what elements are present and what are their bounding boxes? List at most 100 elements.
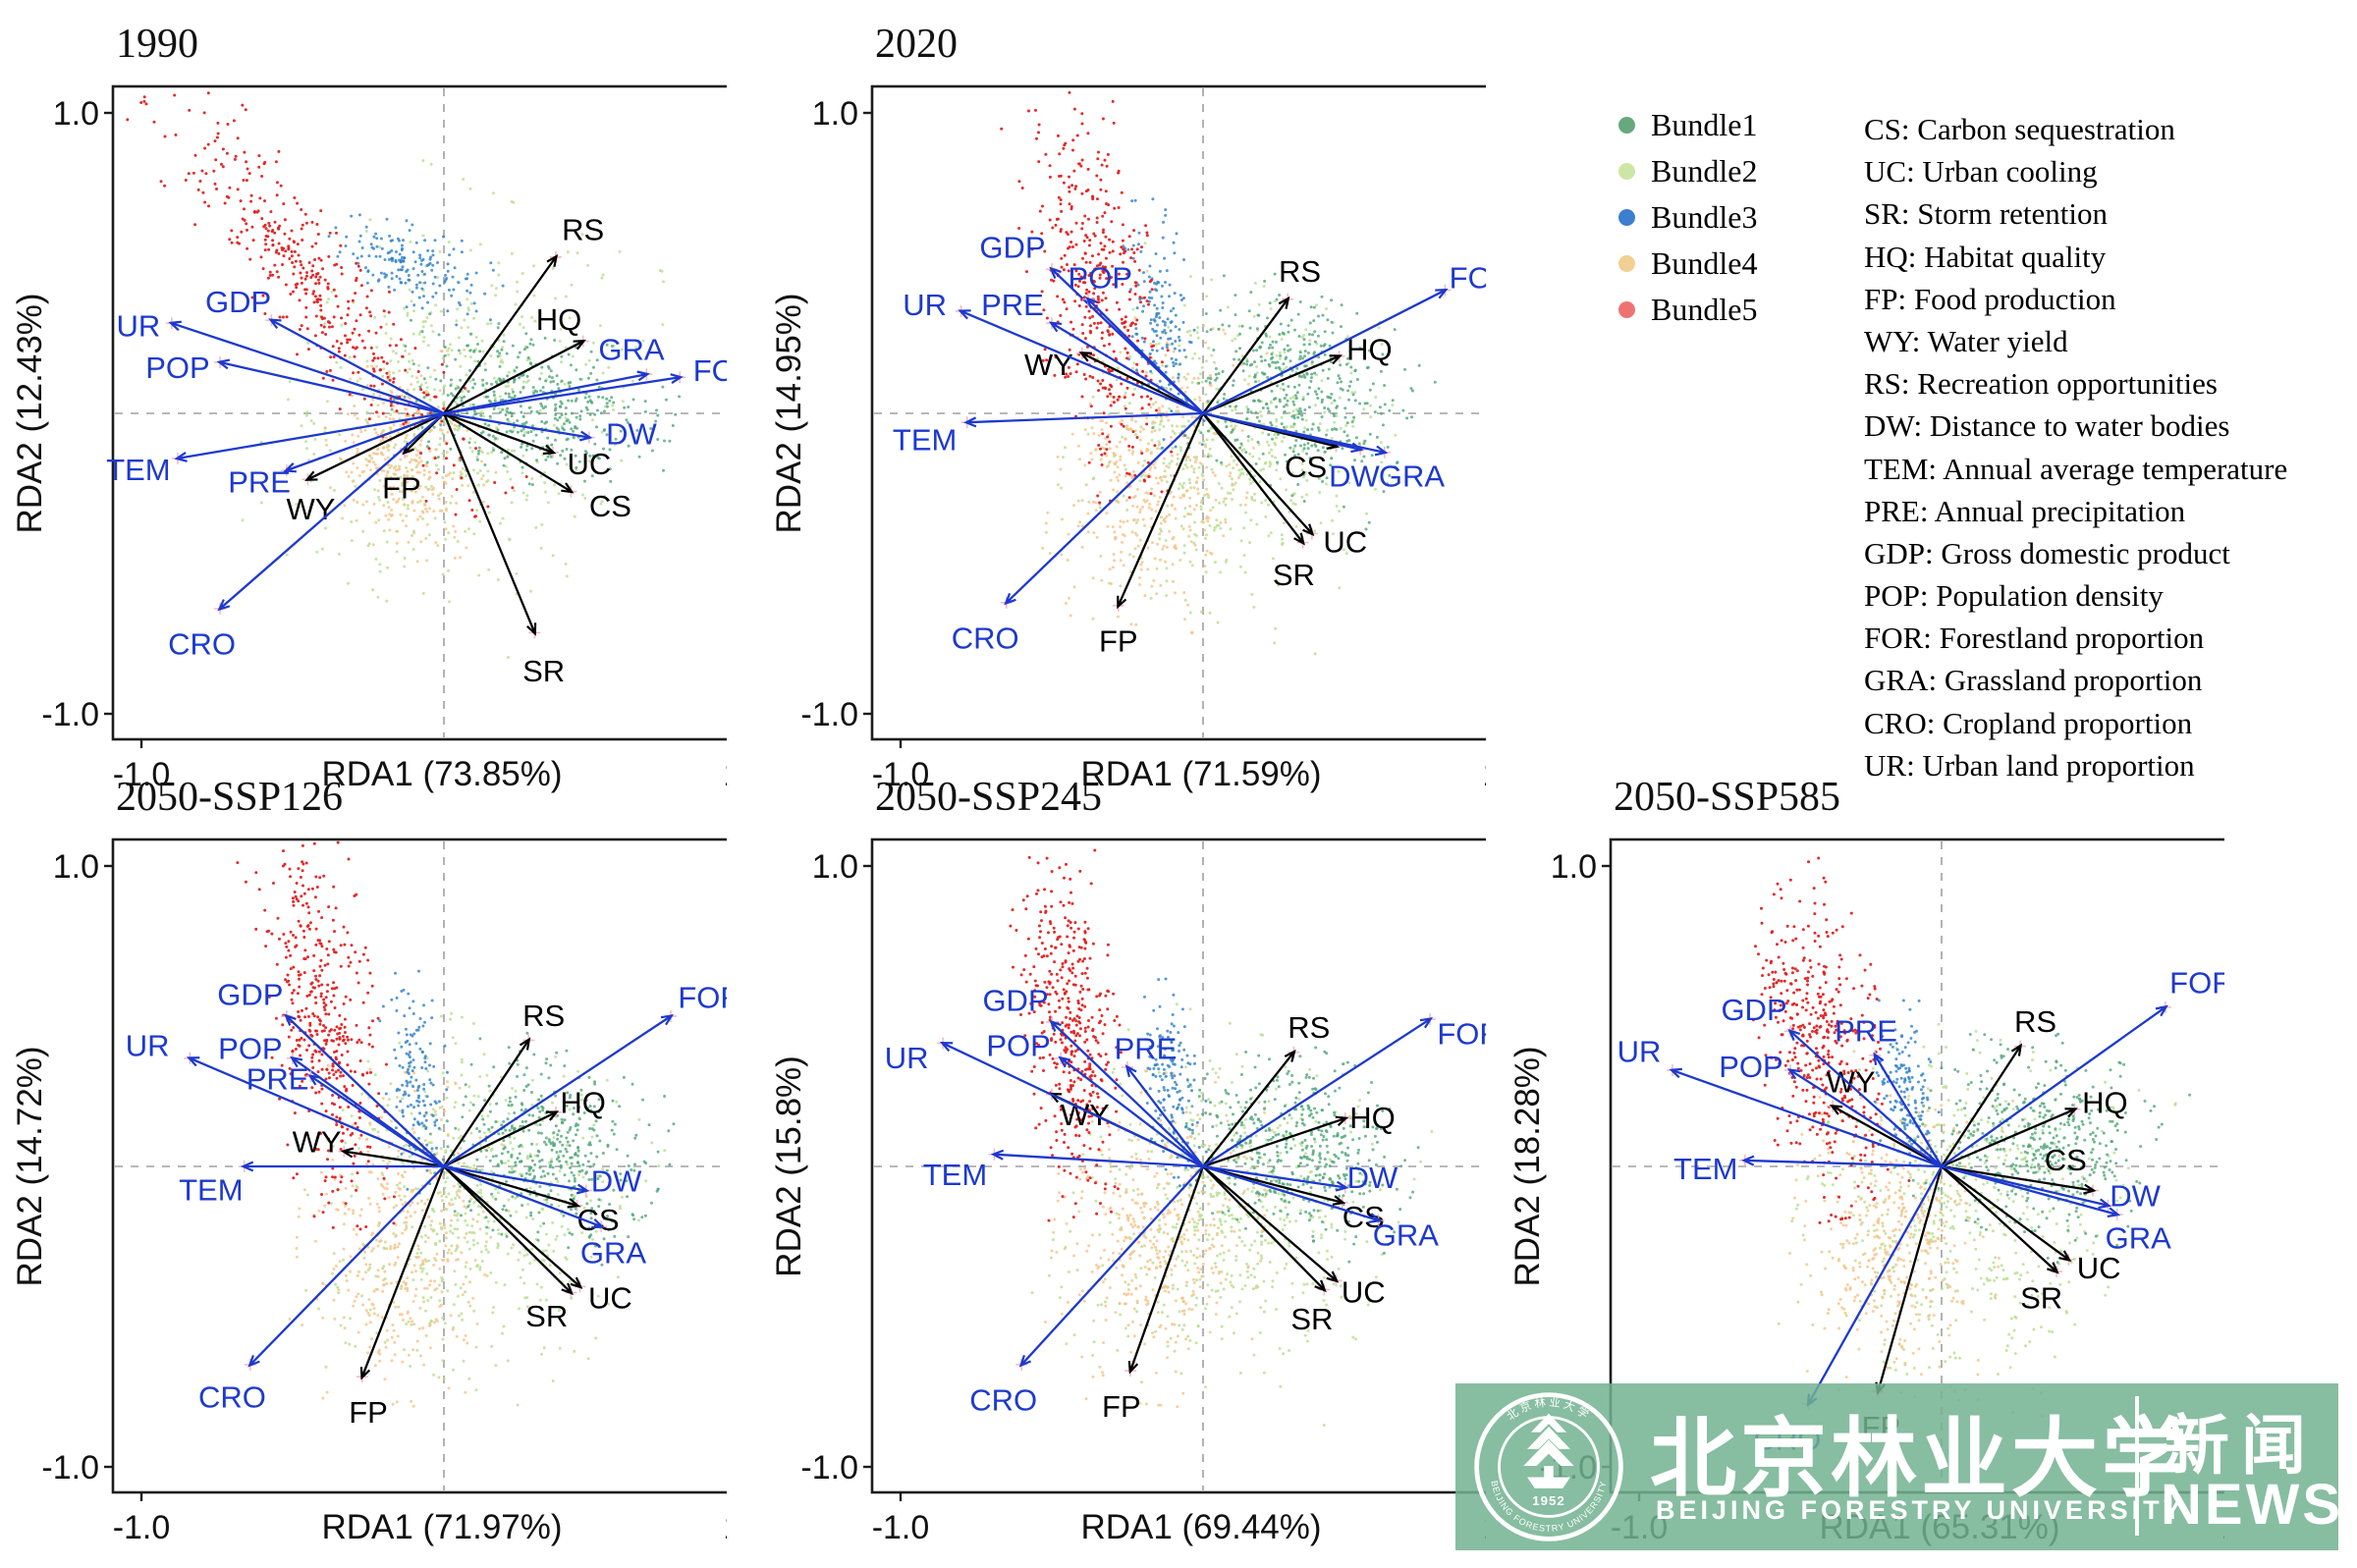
x-tick-neg: -1.0 (872, 756, 930, 793)
abbreviation-uc: UC: Urban cooling (1864, 154, 2098, 189)
arrow-label-TEM: TEM (893, 423, 957, 458)
arrow-SR (1941, 1165, 2059, 1274)
x-tick-neg: -1.0 (113, 756, 171, 793)
arrow-label-WY: WY (287, 492, 336, 526)
seal-outer-ring (1474, 1392, 1623, 1541)
arrow-CS (443, 1164, 581, 1209)
rda-panel-1990: 1990 RDA1 (73.85%) RDA2 (12.43%) 1.0 -1.0 -1.… (11, 22, 727, 793)
arrow-CS (443, 412, 575, 494)
arrow-label-TEM: TEM (923, 1158, 987, 1192)
arrow-CRO (217, 412, 445, 612)
arrow-FP (1875, 1165, 1944, 1396)
university-name-english: BEIJING FORESTRY UNIVERSITY (1656, 1495, 2185, 1525)
seal-year: 1952 (1532, 1493, 1564, 1508)
arrow-label-FOR: FOR (678, 981, 727, 1015)
arrow-label-RS: RS (1279, 254, 1321, 289)
environment-arrows: GDP UR POP PRE TEM CRO FOR DW GRA (885, 984, 1486, 1418)
arrow-label-GRA: GRA (580, 1236, 647, 1271)
arrow-UR (939, 1041, 1204, 1168)
y-tick-neg: -1.0 (41, 1449, 99, 1487)
legend-item-bundle3: Bundle3 (1618, 194, 1757, 241)
arrow-label-POP: POP (145, 351, 209, 385)
abbreviation-cro: CRO: Cropland proportion (1864, 705, 2193, 740)
arrow-DW (443, 1164, 590, 1195)
arrow-GRA (443, 370, 650, 415)
arrow-CRO (247, 1165, 445, 1368)
arrow-DW (443, 411, 593, 442)
panel-title: 2050-SSP126 (116, 775, 343, 820)
arrow-label-GDP: GDP (205, 285, 271, 319)
university-seal: 1952 北京林业大学 BEIJING FORESTRY UNIVERSITY (1474, 1392, 1623, 1541)
arrow-label-UR: UR (885, 1041, 929, 1075)
y-tick-pos: 1.0 (812, 848, 858, 886)
y-axis-label: RDA2 (15.8%) (770, 1055, 808, 1277)
arrow-label-PRE: PRE (1115, 1032, 1178, 1066)
arrow-label-CS: CS (589, 489, 631, 523)
scatter-points (126, 91, 682, 660)
arrow-label-GRA: GRA (1379, 459, 1446, 493)
arrow-label-DW: DW (1347, 1161, 1398, 1195)
x-tick-pos: 1.0 (1482, 756, 1486, 793)
arrow-GRA (1202, 411, 1389, 457)
arrow-HQ (443, 339, 586, 415)
bundle-color-dot-icon (1618, 163, 1635, 180)
arrow-label-FOR: FOR (1437, 1016, 1486, 1051)
arrow-label-FOR: FOR (2169, 965, 2224, 1000)
bundle-1-cluster (1175, 1046, 1420, 1264)
arrow-label-UC: UC (588, 1281, 632, 1316)
arrow-label-PRE: PRE (247, 1061, 309, 1096)
arrow-GDP (268, 318, 445, 415)
bundle-5-cluster (236, 840, 396, 1231)
arrow-FOR (1202, 288, 1449, 415)
arrow-UC (443, 1165, 583, 1289)
rda-panel-2050-SSP126: 2050-SSP126 RDA1 (71.97%) RDA2 (14.72%) 1.0… (11, 775, 727, 1546)
abbreviation-hq: HQ: Habitat quality (1864, 239, 2107, 274)
arrow-UC (1941, 1165, 2072, 1263)
arrow-label-UC: UC (2077, 1251, 2121, 1285)
arrow-GDP (1787, 1028, 1943, 1167)
arrow-RS (443, 1037, 531, 1167)
arrow-label-UR: UR (1617, 1035, 1662, 1069)
arrow-FP (359, 1165, 446, 1380)
legend-item-bundle2: Bundle2 (1618, 148, 1757, 194)
arrow-GRA (1202, 1164, 1383, 1223)
arrow-label-UR: UR (903, 288, 947, 322)
arrow-label-CS: CS (2045, 1143, 2087, 1177)
arrow-label-SR: SR (1290, 1302, 1333, 1336)
arrow-label-POP: POP (1069, 260, 1132, 295)
arrow-TEM (990, 1149, 1204, 1168)
y-axis-label: RDA2 (18.28%) (1508, 1046, 1547, 1286)
arrow-RS (1941, 1043, 2023, 1167)
arrow-HQ (1941, 1108, 2078, 1168)
abbreviation-tem: TEM: Annual average temperature (1864, 451, 2288, 486)
panel-title: 2050-SSP245 (875, 775, 1102, 820)
arrow-HQ (443, 1110, 560, 1168)
arrow-SR (1202, 1165, 1327, 1293)
arrow-FOR (443, 1013, 675, 1167)
arrow-label-HQ: HQ (2082, 1086, 2128, 1120)
arrow-HQ (1202, 354, 1343, 415)
arrow-label-CRO: CRO (168, 627, 236, 662)
x-tick-pos: 1.0 (723, 1509, 727, 1546)
y-tick-pos: 1.0 (53, 848, 99, 886)
arrow-label-POP: POP (218, 1032, 282, 1066)
y-axis-label: RDA2 (14.95%) (770, 293, 808, 533)
news-label-english: NEWS (2161, 1473, 2343, 1537)
arrow-label-SR: SR (522, 654, 565, 688)
y-tick-neg: -1.0 (41, 696, 99, 733)
arrow-FOR (1941, 1004, 2168, 1167)
arrow-GDP (284, 1013, 445, 1167)
arrow-WY (1829, 1105, 1943, 1168)
arrow-label-PRE: PRE (228, 464, 291, 499)
arrow-label-GRA: GRA (1373, 1217, 1440, 1252)
arrow-WY (304, 411, 445, 481)
rda-panel-2050-SSP245: 2050-SSP245 RDA1 (69.44%) RDA2 (15.8%) 1.0 -… (770, 775, 1486, 1546)
abbreviation-for: FOR: Forestland proportion (1864, 621, 2205, 656)
x-axis-label: RDA1 (73.85%) (321, 755, 562, 793)
bundle-color-dot-icon (1618, 301, 1635, 318)
arrow-label-RS: RS (562, 212, 604, 246)
bundle-label: Bundle2 (1651, 153, 1758, 189)
arrow-TEM (963, 411, 1204, 428)
